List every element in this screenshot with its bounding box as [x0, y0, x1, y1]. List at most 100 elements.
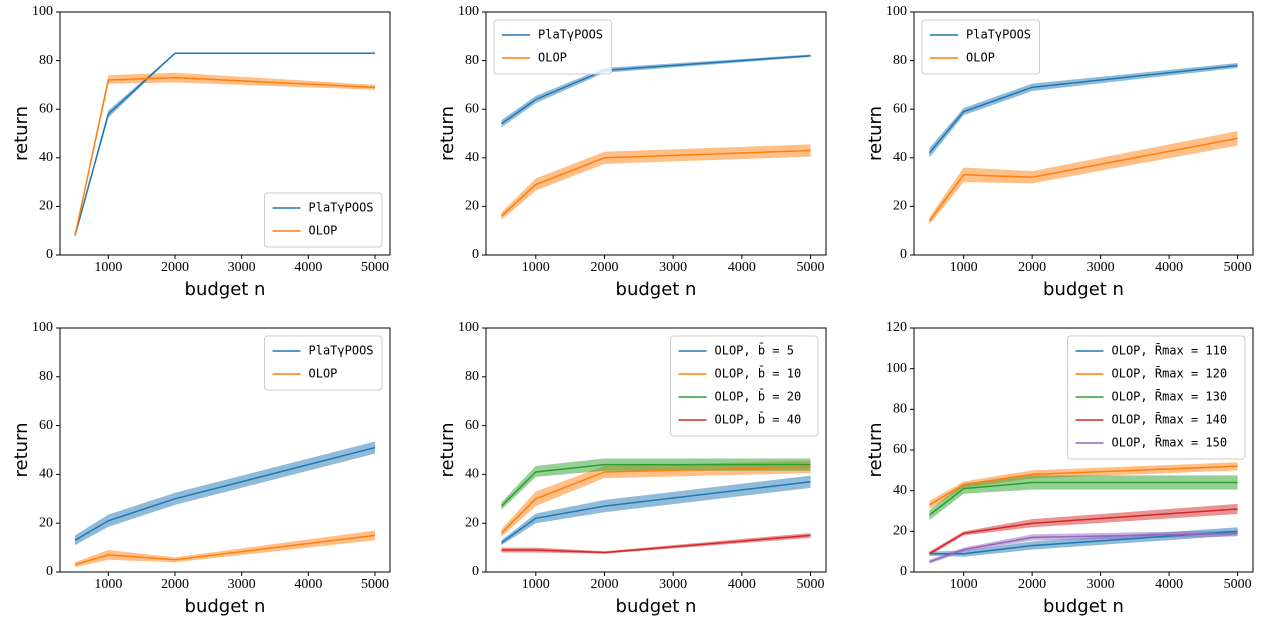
y-axis-label: return [437, 422, 458, 477]
y-tick-label: 20 [893, 199, 907, 214]
x-tick-label: 4000 [728, 577, 756, 592]
legend-label: PlaTγPOOS [966, 28, 1031, 42]
x-tick-label: 2000 [1018, 260, 1046, 275]
series-line [928, 481, 1238, 516]
y-tick-label: 100 [886, 361, 907, 376]
legend-box [264, 192, 383, 248]
y-tick-label: 100 [458, 320, 479, 335]
x-tick-label: 1000 [94, 577, 122, 592]
y-tick-label: 40 [39, 467, 53, 482]
confidence-band [501, 532, 811, 554]
axes-frame [913, 327, 1254, 573]
series-line [501, 54, 811, 125]
x-axis-label: budget n [185, 279, 266, 300]
legend: PlaTγPOOS OLOP [921, 19, 1040, 75]
y-tick-label: 60 [893, 101, 907, 116]
x-tick-label: 2000 [161, 577, 189, 592]
x-axis-label: budget n [185, 596, 266, 617]
legend-label: PlaTγPOOS [309, 344, 374, 358]
x-tick-label: 3000 [1087, 577, 1115, 592]
legend-label: OLOP, R̄max = 140 [1112, 412, 1228, 426]
series-line [501, 480, 811, 544]
subplot: 0 20 40 60 80 100 1000 2000 3000 4000 5000 budget n… [11, 320, 391, 617]
x-axis-label: budget n [616, 279, 697, 300]
y-tick-label: 100 [32, 320, 53, 335]
series-line [929, 508, 1238, 555]
y-tick-label: 80 [39, 53, 53, 68]
series-line [929, 532, 1238, 563]
x-tick-label: 5000 [797, 260, 825, 275]
x-tick-label: 5000 [361, 577, 389, 592]
confidence-band [929, 131, 1238, 225]
legend-label: OLOP [538, 51, 567, 65]
y-axis-label: return [865, 422, 886, 477]
y-tick-label: 80 [893, 402, 907, 417]
legend: PlaTγPOOS OLOP [264, 335, 383, 391]
confidence-band [501, 475, 811, 546]
y-tick-label: 20 [893, 524, 907, 539]
subplot: 0 20 40 60 80 100 1000 2000 3000 4000 5000 budget n… [865, 4, 1254, 300]
y-tick-label: 0 [46, 564, 53, 579]
series-line [74, 76, 376, 236]
y-tick-label: 60 [465, 418, 479, 433]
y-tick-label: 100 [32, 4, 53, 19]
y-tick-label: 0 [900, 564, 907, 579]
x-axis-label: budget n [1043, 596, 1124, 617]
x-tick-label: 1000 [94, 260, 122, 275]
y-tick-label: 40 [465, 150, 479, 165]
x-tick-label: 3000 [228, 260, 256, 275]
y-tick-label: 0 [46, 247, 53, 262]
x-tick-label: 2000 [161, 260, 189, 275]
y-tick-label: 80 [39, 369, 53, 384]
series-line [500, 149, 811, 217]
x-tick-label: 2000 [590, 260, 618, 275]
legend-box [921, 19, 1040, 75]
legend-label: OLOP, b̄ = 40 [715, 412, 802, 427]
legend-label: OLOP, R̄max = 150 [1112, 435, 1228, 449]
series-line [500, 463, 811, 507]
x-axis-label: budget n [616, 596, 697, 617]
x-axis-label: budget n [1043, 279, 1124, 300]
y-axis-label: return [437, 106, 458, 161]
x-tick-label: 4000 [294, 260, 322, 275]
axes-frame [485, 11, 827, 256]
series-line [929, 530, 1238, 555]
y-tick-label: 40 [893, 483, 907, 498]
confidence-band [501, 144, 811, 220]
legend-label: OLOP [309, 367, 338, 381]
confidence-band [75, 530, 375, 568]
legend-label: OLOP, b̄ = 10 [715, 366, 802, 381]
confidence-band [501, 460, 811, 537]
legend-label: OLOP, R̄max = 110 [1112, 343, 1228, 357]
y-tick-label: 20 [39, 515, 53, 530]
subplot: 0 20 40 60 80 100 120 1000 2000 3000 4000 5000 budge… [865, 320, 1254, 617]
y-tick-label: 100 [886, 4, 907, 19]
subplot: 0 20 40 60 80 100 1000 2000 3000 4000 5000 budget n… [437, 4, 827, 300]
confidence-band [75, 441, 375, 546]
confidence-band [501, 458, 811, 510]
y-tick-label: 20 [39, 199, 53, 214]
axes-frame [485, 327, 827, 573]
subplot: 0 20 40 60 80 100 1000 2000 3000 4000 5000 budget n… [437, 320, 827, 617]
legend-box [1067, 335, 1246, 460]
series-line [929, 465, 1238, 506]
y-tick-label: 60 [39, 101, 53, 116]
y-axis-label: return [865, 106, 886, 161]
legend-label: OLOP, b̄ = 5 [715, 343, 794, 358]
axes-frame [59, 11, 391, 256]
legend-box [670, 335, 819, 437]
series-line [928, 64, 1238, 154]
y-tick-label: 0 [472, 564, 479, 579]
x-tick-label: 5000 [1224, 260, 1252, 275]
legend-label: OLOP, R̄max = 120 [1112, 366, 1228, 380]
x-tick-label: 5000 [797, 577, 825, 592]
y-tick-label: 80 [465, 53, 479, 68]
y-tick-label: 60 [465, 101, 479, 116]
legend-label: OLOP, R̄max = 130 [1112, 389, 1228, 403]
x-tick-label: 3000 [659, 577, 687, 592]
y-tick-label: 80 [465, 369, 479, 384]
y-tick-label: 0 [472, 247, 479, 262]
y-tick-label: 40 [893, 150, 907, 165]
